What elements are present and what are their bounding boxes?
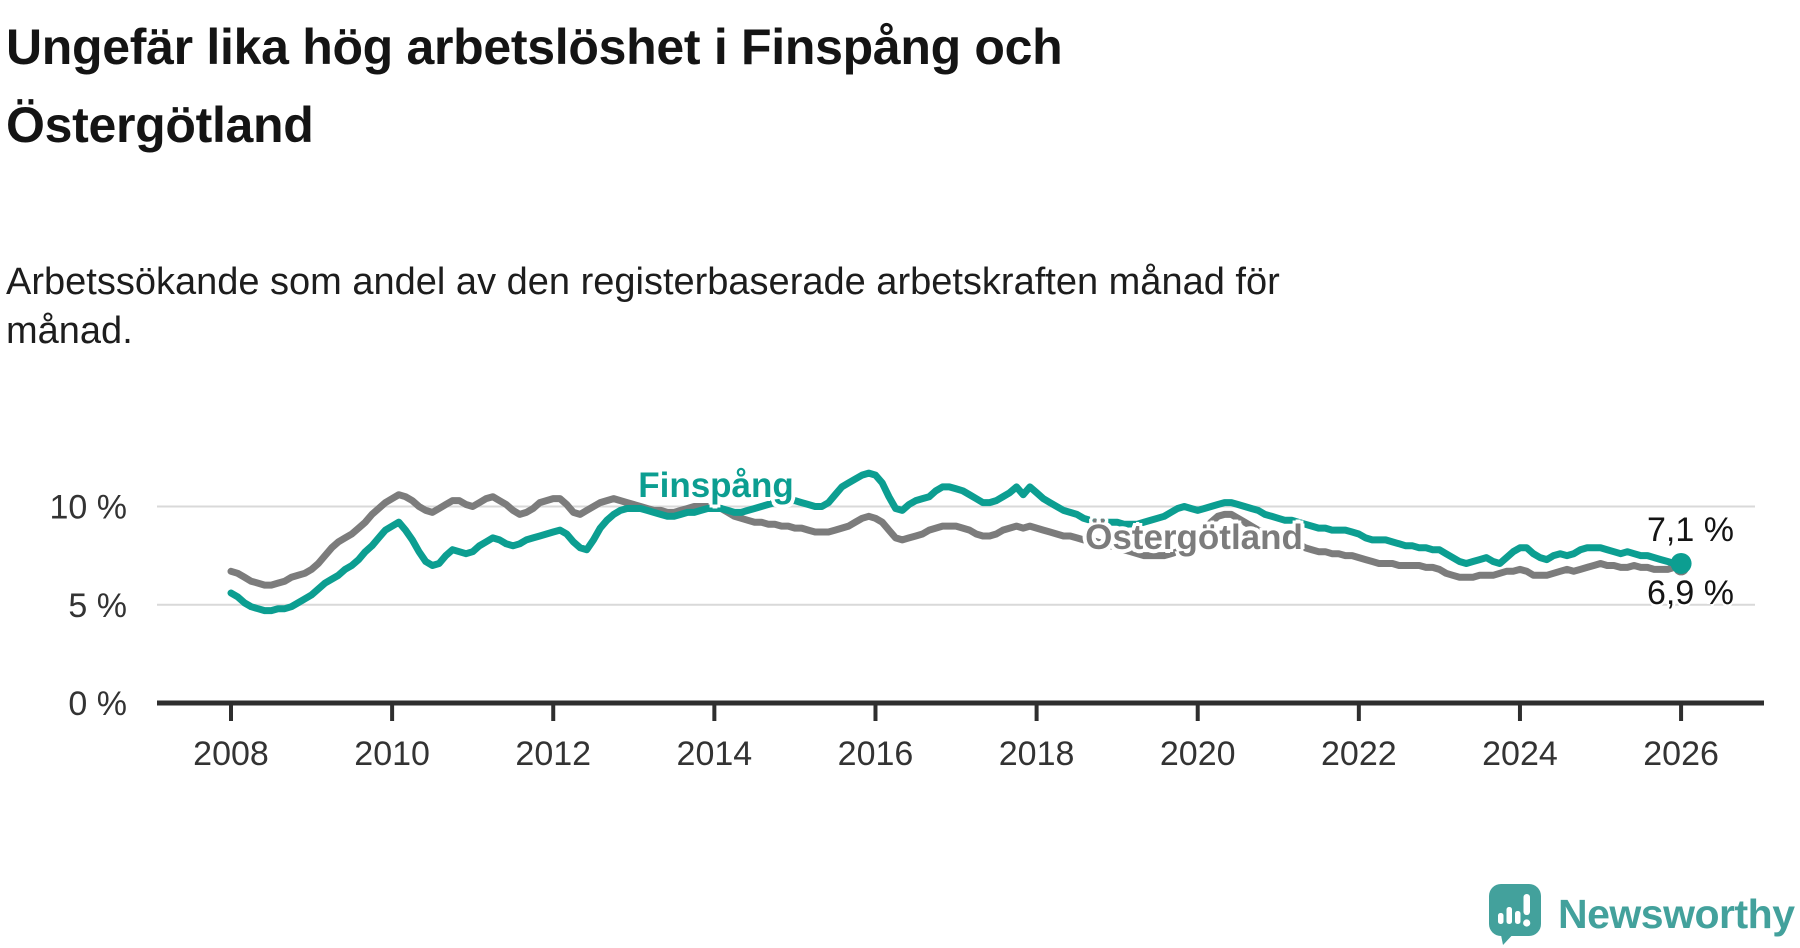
end-value-finspang: 7,1 % (1647, 511, 1734, 549)
chart-title-line2: Östergötland (6, 97, 314, 153)
x-tick-label-2012: 2012 (515, 735, 591, 773)
newsworthy-logo: Newsworthy (1487, 882, 1795, 946)
x-tick-label-2018: 2018 (999, 735, 1075, 773)
x-tick-label-2020: 2020 (1160, 735, 1236, 773)
chart-subtitle: Arbetssökande som andel av den registerb… (6, 258, 1280, 356)
newsworthy-logo-icon (1489, 884, 1541, 945)
series-line-ostergotland (227, 491, 1685, 589)
x-tick-label-2014: 2014 (677, 735, 753, 773)
end-dot-finspang (1670, 552, 1692, 574)
x-tick-label-2024: 2024 (1482, 735, 1558, 773)
x-tick-label-2010: 2010 (354, 735, 430, 773)
y-tick-label-5: 5 % (68, 587, 127, 625)
chart-subtitle-line2: månad. (6, 310, 133, 352)
series-line-finspang (227, 469, 1685, 615)
x-tick-label-2026: 2026 (1643, 735, 1719, 773)
y-tick-label-10: 10 % (50, 489, 128, 527)
end-value-ostergotland: 6,9 % (1647, 574, 1734, 612)
x-tick-label-2016: 2016 (838, 735, 914, 773)
chart-title: Ungefär lika hög arbetslöshet i Finspång… (6, 8, 1063, 164)
newsworthy-wordmark: Newsworthy (1558, 890, 1795, 937)
x-tick-label-2008: 2008 (193, 735, 269, 773)
chart-subtitle-line1: Arbetssökande som andel av den registerb… (6, 261, 1280, 303)
series-label-ostergotland: Östergötland (1085, 518, 1303, 557)
y-tick-label-0: 0 % (68, 685, 127, 723)
series-label-finspang: Finspång (638, 466, 794, 505)
x-tick-label-2022: 2022 (1321, 735, 1397, 773)
chart-title-line1: Ungefär lika hög arbetslöshet i Finspång… (6, 19, 1063, 75)
